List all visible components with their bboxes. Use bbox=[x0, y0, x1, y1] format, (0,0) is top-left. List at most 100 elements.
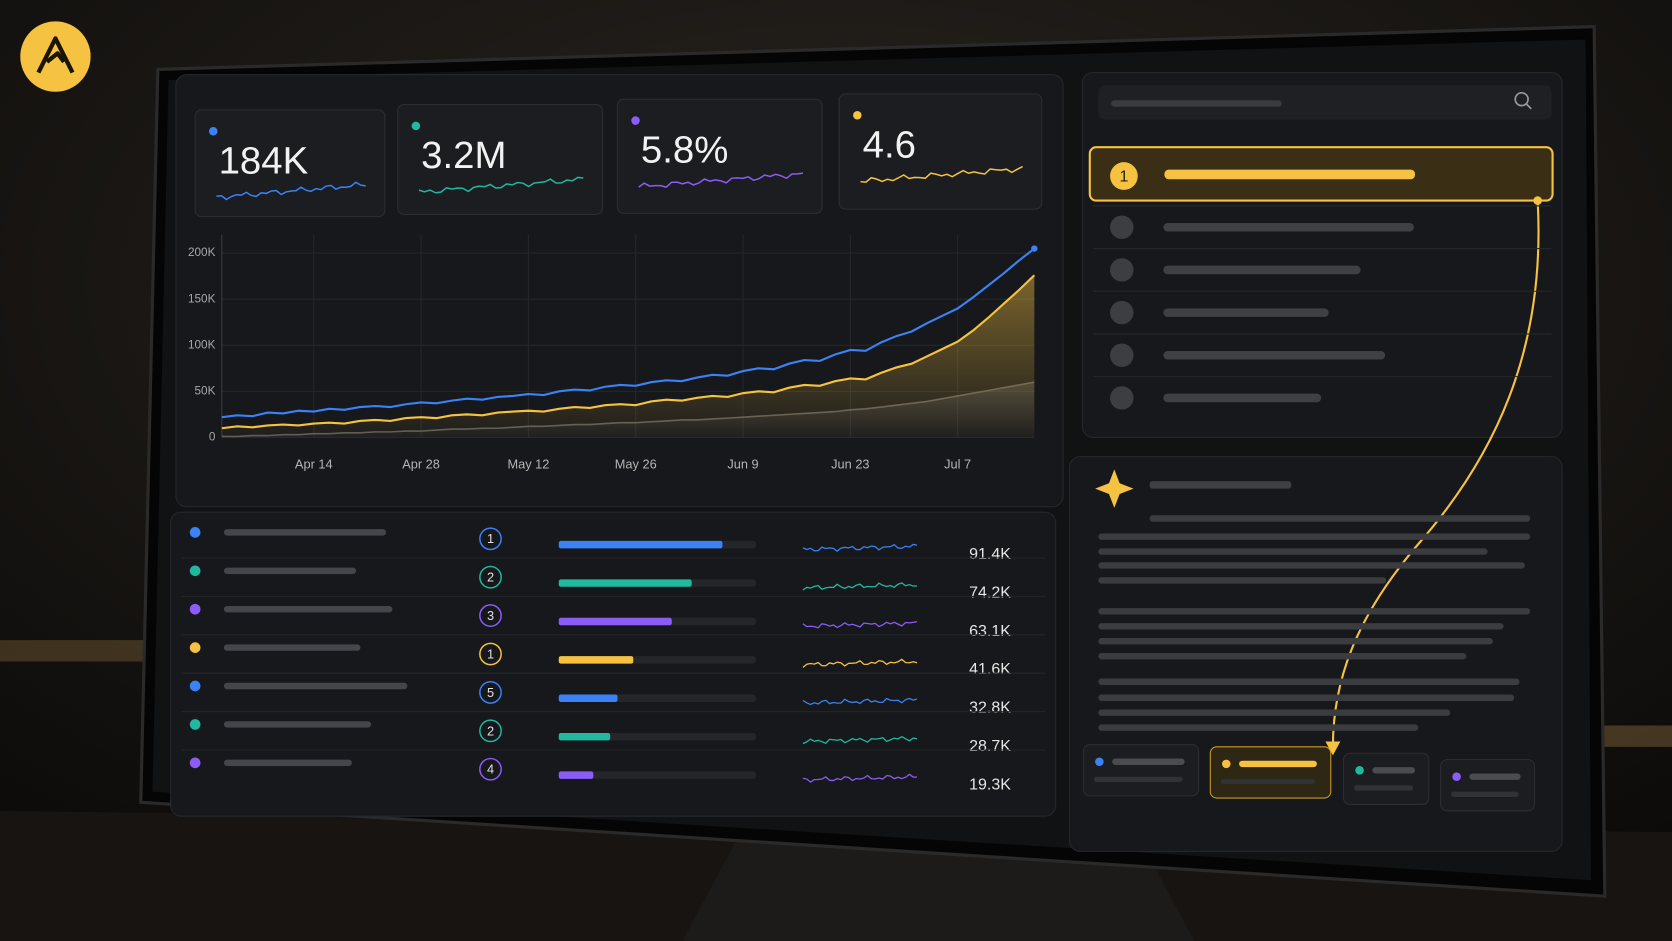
search-icon bbox=[1525, 102, 1532, 110]
row-name-placeholder bbox=[223, 682, 408, 690]
y-tick-label: 50K bbox=[195, 384, 216, 397]
list-item-bar bbox=[1163, 351, 1386, 360]
row-sparkline bbox=[802, 543, 918, 552]
list-avatar bbox=[1110, 258, 1134, 282]
row-value: 19.3K bbox=[969, 776, 1011, 793]
row-name-placeholder bbox=[223, 605, 393, 613]
filter-chip[interactable] bbox=[1440, 759, 1535, 812]
insight-line bbox=[1098, 724, 1419, 731]
chip-sub bbox=[1354, 785, 1413, 791]
search-bar[interactable] bbox=[1098, 85, 1552, 120]
row-dot bbox=[189, 603, 201, 615]
insight-line bbox=[1098, 548, 1488, 555]
y-tick-label: 200K bbox=[188, 246, 216, 259]
row-sparkline bbox=[802, 773, 918, 783]
row-sparkline bbox=[802, 735, 918, 745]
filter-chip[interactable] bbox=[1209, 746, 1332, 799]
list-item-bar bbox=[1163, 222, 1414, 232]
row-name-placeholder bbox=[223, 567, 357, 574]
x-tick-label: Jun 9 bbox=[727, 457, 758, 472]
insight-line bbox=[1098, 562, 1525, 569]
row-value: 32.8K bbox=[969, 700, 1011, 717]
series-area bbox=[221, 275, 1035, 438]
row-value: 91.4K bbox=[969, 546, 1011, 563]
row-value: 41.6K bbox=[969, 661, 1011, 678]
kpi-card bbox=[397, 104, 604, 215]
row-value: 63.1K bbox=[969, 623, 1011, 640]
filter-chip[interactable] bbox=[1343, 752, 1430, 805]
rank-circle bbox=[479, 680, 502, 704]
bar bbox=[558, 732, 611, 741]
list-item-bar bbox=[1163, 393, 1322, 403]
kpi-sparkline bbox=[418, 176, 584, 194]
insight-line bbox=[1098, 623, 1504, 630]
insight-line bbox=[1149, 515, 1531, 522]
y-tick-label: 150K bbox=[188, 292, 216, 305]
chip-label bbox=[1112, 758, 1185, 765]
chip-label bbox=[1372, 767, 1416, 774]
row-sparkline bbox=[802, 697, 918, 706]
row-value: 74.2K bbox=[969, 584, 1011, 601]
kpi-sparkline bbox=[216, 181, 366, 201]
kpi-value: 5.8% bbox=[641, 129, 728, 172]
shelf-light bbox=[0, 640, 150, 662]
kpi-dot bbox=[631, 116, 640, 125]
list-panel bbox=[1081, 72, 1563, 438]
kpi-value: 4.6 bbox=[863, 123, 916, 166]
rank-text: 1 bbox=[487, 531, 494, 546]
series-line bbox=[221, 274, 1036, 430]
chip-dot bbox=[1222, 759, 1231, 769]
x-tick-label: Jun 23 bbox=[831, 457, 869, 472]
list-item-bar bbox=[1163, 265, 1361, 275]
row-dot bbox=[189, 680, 201, 692]
arrow-origin bbox=[1533, 196, 1542, 205]
list-avatar bbox=[1110, 215, 1134, 239]
rank-circle bbox=[479, 719, 502, 743]
rank-text: 3 bbox=[487, 608, 494, 623]
kpi-sparkline bbox=[638, 172, 804, 188]
chip-label bbox=[1239, 760, 1317, 768]
shelf-light bbox=[1594, 725, 1672, 747]
kpi-dot bbox=[853, 110, 862, 120]
row-dot bbox=[189, 757, 201, 769]
rank-circle bbox=[479, 757, 502, 781]
row-sparkline bbox=[802, 658, 918, 668]
x-tick-label: Jul 7 bbox=[944, 457, 971, 472]
list-avatar bbox=[1110, 300, 1134, 325]
rank-text: 5 bbox=[487, 685, 494, 700]
row-dot bbox=[189, 527, 201, 538]
x-tick-label: Apr 28 bbox=[402, 457, 440, 472]
arrow-head bbox=[1325, 741, 1341, 756]
row-dot bbox=[189, 642, 201, 653]
connector-arrow bbox=[1331, 200, 1540, 747]
kpi-dot bbox=[411, 121, 421, 131]
bar bbox=[558, 579, 692, 587]
row-name-placeholder bbox=[223, 759, 352, 767]
chip-dot bbox=[1095, 757, 1104, 767]
rank-badge bbox=[1110, 162, 1138, 190]
rank-text: 1 bbox=[487, 646, 494, 661]
kpi-sparkline bbox=[860, 165, 1023, 183]
insight-line bbox=[1098, 652, 1467, 660]
list-avatar bbox=[1110, 386, 1134, 410]
line-end-dot bbox=[1031, 245, 1038, 252]
bar bbox=[558, 540, 723, 549]
chip-sub bbox=[1451, 791, 1519, 797]
rank-circle bbox=[479, 604, 502, 628]
search-icon[interactable] bbox=[1514, 91, 1529, 107]
chip-sub bbox=[1220, 778, 1315, 785]
insight-line bbox=[1098, 533, 1531, 540]
bar bbox=[558, 694, 618, 703]
rank-text: 2 bbox=[487, 723, 494, 738]
row-name-placeholder bbox=[223, 721, 372, 728]
insight-line bbox=[1098, 709, 1451, 716]
chip-dot bbox=[1452, 772, 1461, 781]
insight-line bbox=[1098, 638, 1493, 645]
chip-dot bbox=[1355, 766, 1364, 775]
bar-track bbox=[558, 771, 757, 779]
filter-chip[interactable] bbox=[1082, 744, 1200, 797]
kpi-card bbox=[194, 109, 386, 218]
row-dot bbox=[189, 719, 201, 730]
